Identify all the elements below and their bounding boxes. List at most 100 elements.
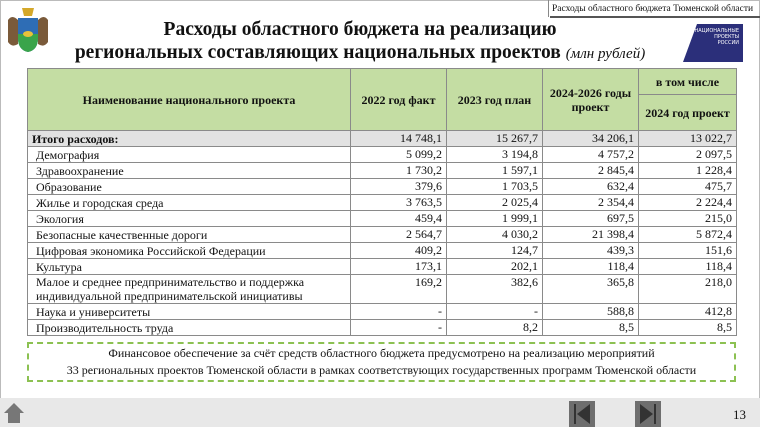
row-label: Образование xyxy=(27,178,351,195)
cell: 169,2 xyxy=(350,274,447,304)
cell: 2 224,4 xyxy=(638,194,737,211)
svg-text:РОССИИ: РОССИИ xyxy=(718,40,740,46)
budget-table: Наименование национального проекта 2022 … xyxy=(27,68,737,336)
cell: 1 228,4 xyxy=(638,162,737,179)
home-icon[interactable] xyxy=(3,402,25,424)
next-slide-button[interactable] xyxy=(635,401,661,427)
page-number: 13 xyxy=(733,407,746,422)
col-header-2022: 2022 год факт xyxy=(350,68,447,131)
table-row: Культура 173,1 202,1 118,4 118,4 xyxy=(27,258,737,275)
prev-slide-button[interactable] xyxy=(569,401,595,427)
cell: 2 845,4 xyxy=(542,162,639,179)
cell: 379,6 xyxy=(350,178,447,195)
cell: 2 354,4 xyxy=(542,194,639,211)
cell: 173,1 xyxy=(350,258,447,275)
table-row: Экология 459,4 1 999,1 697,5 215,0 xyxy=(27,210,737,227)
cell: 1 597,1 xyxy=(446,162,543,179)
cell: 215,0 xyxy=(638,210,737,227)
cell: 439,3 xyxy=(542,242,639,259)
table-row: Здравоохранение 1 730,2 1 597,1 2 845,4 1 22… xyxy=(27,162,737,179)
note-line2: 33 региональных проектов Тюменской облас… xyxy=(66,363,697,377)
row-label: Безопасные качественные дороги xyxy=(27,226,351,243)
cell: 4 757,2 xyxy=(542,146,639,163)
cell: 202,1 xyxy=(446,258,543,275)
total-label: Итого расходов: xyxy=(27,130,351,147)
row-label: Экология xyxy=(27,210,351,227)
row-label: Цифровая экономика Российской Федерации xyxy=(27,242,351,259)
cell: 632,4 xyxy=(542,178,639,195)
cell: 8,5 xyxy=(638,319,737,336)
cell: 412,8 xyxy=(638,303,737,320)
table-row: Жилье и городская среда 3 763,5 2 025,4 2 3… xyxy=(27,194,737,211)
row-label: Производительность труда xyxy=(27,319,351,336)
page-title: Расходы областного бюджета на реализацию xyxy=(163,19,557,40)
national-projects-logo: НАЦИОНАЛЬНЫЕ ПРОЕКТЫ РОССИИ xyxy=(683,24,743,62)
unit-label: (млн рублей) xyxy=(565,46,646,62)
cell: 365,8 xyxy=(542,274,639,304)
cell: 151,6 xyxy=(638,242,737,259)
table-row: Демография 5 099,2 3 194,8 4 757,2 2 097,5 xyxy=(27,146,737,163)
page-title-line2: региональных составляющих национальных п… xyxy=(60,42,660,65)
cell: 118,4 xyxy=(542,258,639,275)
cell: 382,6 xyxy=(446,274,543,304)
row-label: Культура xyxy=(27,258,351,275)
col-header-2023: 2023 год план xyxy=(446,68,543,131)
cell: 3 763,5 xyxy=(350,194,447,211)
divider xyxy=(548,0,549,17)
row-label: Малое и среднее предпринимательство и по… xyxy=(27,274,351,304)
cell: 14 748,1 xyxy=(350,130,447,147)
row-label: Жилье и городская среда xyxy=(27,194,351,211)
section-label: Расходы областного бюджета Тюменской обл… xyxy=(552,4,754,14)
note-line1: Финансовое обеспечение за счёт средств о… xyxy=(108,346,655,360)
cell: 2 025,4 xyxy=(446,194,543,211)
cell: - xyxy=(350,303,447,320)
row-label: Здравоохранение xyxy=(27,162,351,179)
table-row: Безопасные качественные дороги 2 564,7 4 0… xyxy=(27,226,737,243)
cell: 5 099,2 xyxy=(350,146,447,163)
cell: 1 730,2 xyxy=(350,162,447,179)
funding-note: Финансовое обеспечение за счёт средств о… xyxy=(27,342,736,382)
svg-text:НАЦИОНАЛЬНЫЕ: НАЦИОНАЛЬНЫЕ xyxy=(695,28,739,34)
bottom-bar xyxy=(0,398,760,427)
cell: 8,5 xyxy=(542,319,639,336)
cell: 8,2 xyxy=(446,319,543,336)
cell: 5 872,4 xyxy=(638,226,737,243)
col-header-including: в том числе xyxy=(638,68,737,95)
table-row: Малое и среднее предпринимательство и по… xyxy=(27,274,737,304)
cell: 218,0 xyxy=(638,274,737,304)
cell: 4 030,2 xyxy=(446,226,543,243)
col-header-2024: 2024 год проект xyxy=(638,94,737,131)
cell: 21 398,4 xyxy=(542,226,639,243)
cell: - xyxy=(350,319,447,336)
cell: 588,8 xyxy=(542,303,639,320)
cell: - xyxy=(446,303,543,320)
cell: 1 999,1 xyxy=(446,210,543,227)
cell: 2 097,5 xyxy=(638,146,737,163)
col-header-name: Наименование национального проекта xyxy=(27,68,351,131)
table-row: Производительность труда -8,2 8,5 8,5 xyxy=(27,319,737,336)
cell: 475,7 xyxy=(638,178,737,195)
coat-of-arms-logo xyxy=(8,8,48,52)
row-label: Демография xyxy=(27,146,351,163)
total-row: Итого расходов: 14 748,1 15 267,7 34 206… xyxy=(27,130,737,147)
table-header-row: Наименование национального проекта 2022 … xyxy=(27,68,737,131)
cell: 13 022,7 xyxy=(638,130,737,147)
cell: 459,4 xyxy=(350,210,447,227)
row-label: Наука и университеты xyxy=(27,303,351,320)
table-row: Образование 379,6 1 703,5 632,4 475,7 xyxy=(27,178,737,195)
col-header-2024-2026: 2024-2026 годы проект xyxy=(542,68,639,131)
divider xyxy=(550,16,760,18)
table-row: Цифровая экономика Российской Федерации 4… xyxy=(27,242,737,259)
cell: 124,7 xyxy=(446,242,543,259)
cell: 409,2 xyxy=(350,242,447,259)
cell: 34 206,1 xyxy=(542,130,639,147)
cell: 697,5 xyxy=(542,210,639,227)
title-text: региональных составляющих национальных п… xyxy=(74,42,561,63)
cell: 1 703,5 xyxy=(446,178,543,195)
cell: 2 564,7 xyxy=(350,226,447,243)
table-row: Наука и университеты - -588,8 412,8 xyxy=(27,303,737,320)
cell: 3 194,8 xyxy=(446,146,543,163)
cell: 15 267,7 xyxy=(446,130,543,147)
svg-text:ПРОЕКТЫ: ПРОЕКТЫ xyxy=(714,34,739,40)
cell: 118,4 xyxy=(638,258,737,275)
